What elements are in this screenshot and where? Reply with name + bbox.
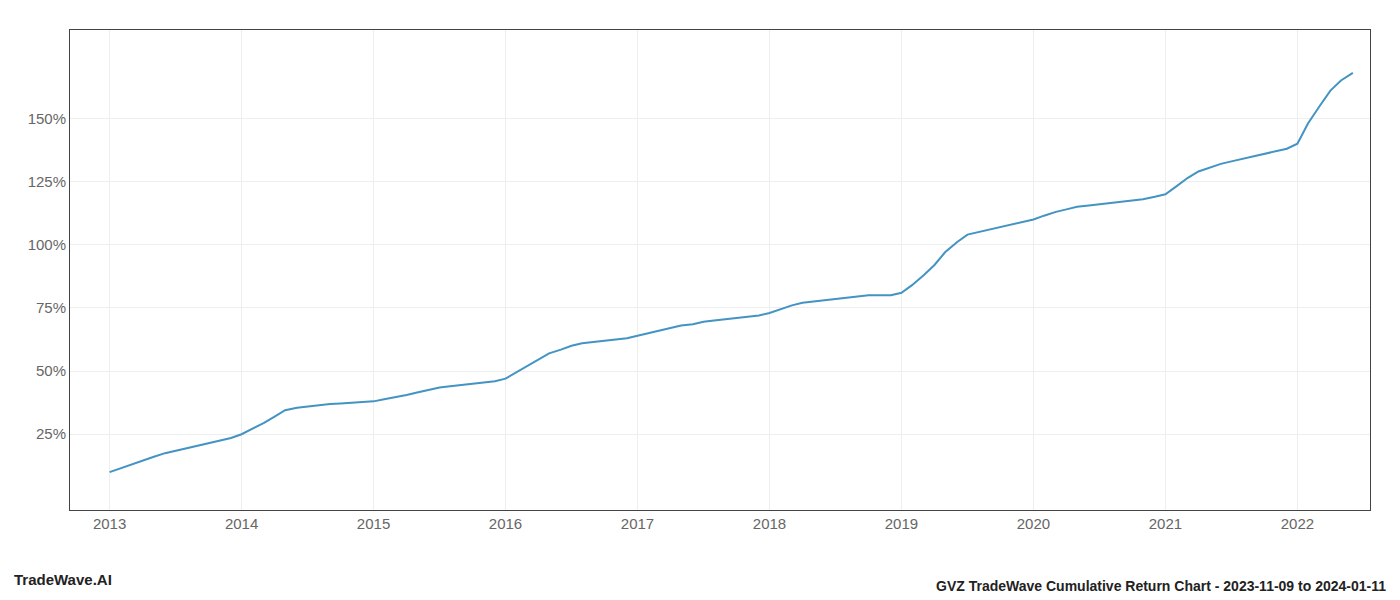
svg-text:2013: 2013 <box>93 515 126 532</box>
svg-text:2014: 2014 <box>225 515 258 532</box>
svg-text:150%: 150% <box>28 110 66 127</box>
svg-text:2020: 2020 <box>1017 515 1050 532</box>
svg-text:2015: 2015 <box>357 515 390 532</box>
svg-text:2018: 2018 <box>753 515 786 532</box>
svg-text:2022: 2022 <box>1281 515 1314 532</box>
svg-text:125%: 125% <box>28 173 66 190</box>
svg-text:TradeWave.AI: TradeWave.AI <box>14 571 112 588</box>
svg-text:GVZ TradeWave Cumulative Retur: GVZ TradeWave Cumulative Return Chart - … <box>936 578 1386 594</box>
svg-text:2016: 2016 <box>489 515 522 532</box>
svg-text:2017: 2017 <box>621 515 654 532</box>
svg-text:2019: 2019 <box>885 515 918 532</box>
svg-text:50%: 50% <box>36 362 66 379</box>
svg-text:100%: 100% <box>28 236 66 253</box>
svg-text:75%: 75% <box>36 299 66 316</box>
svg-text:2021: 2021 <box>1149 515 1182 532</box>
svg-text:25%: 25% <box>36 425 66 442</box>
